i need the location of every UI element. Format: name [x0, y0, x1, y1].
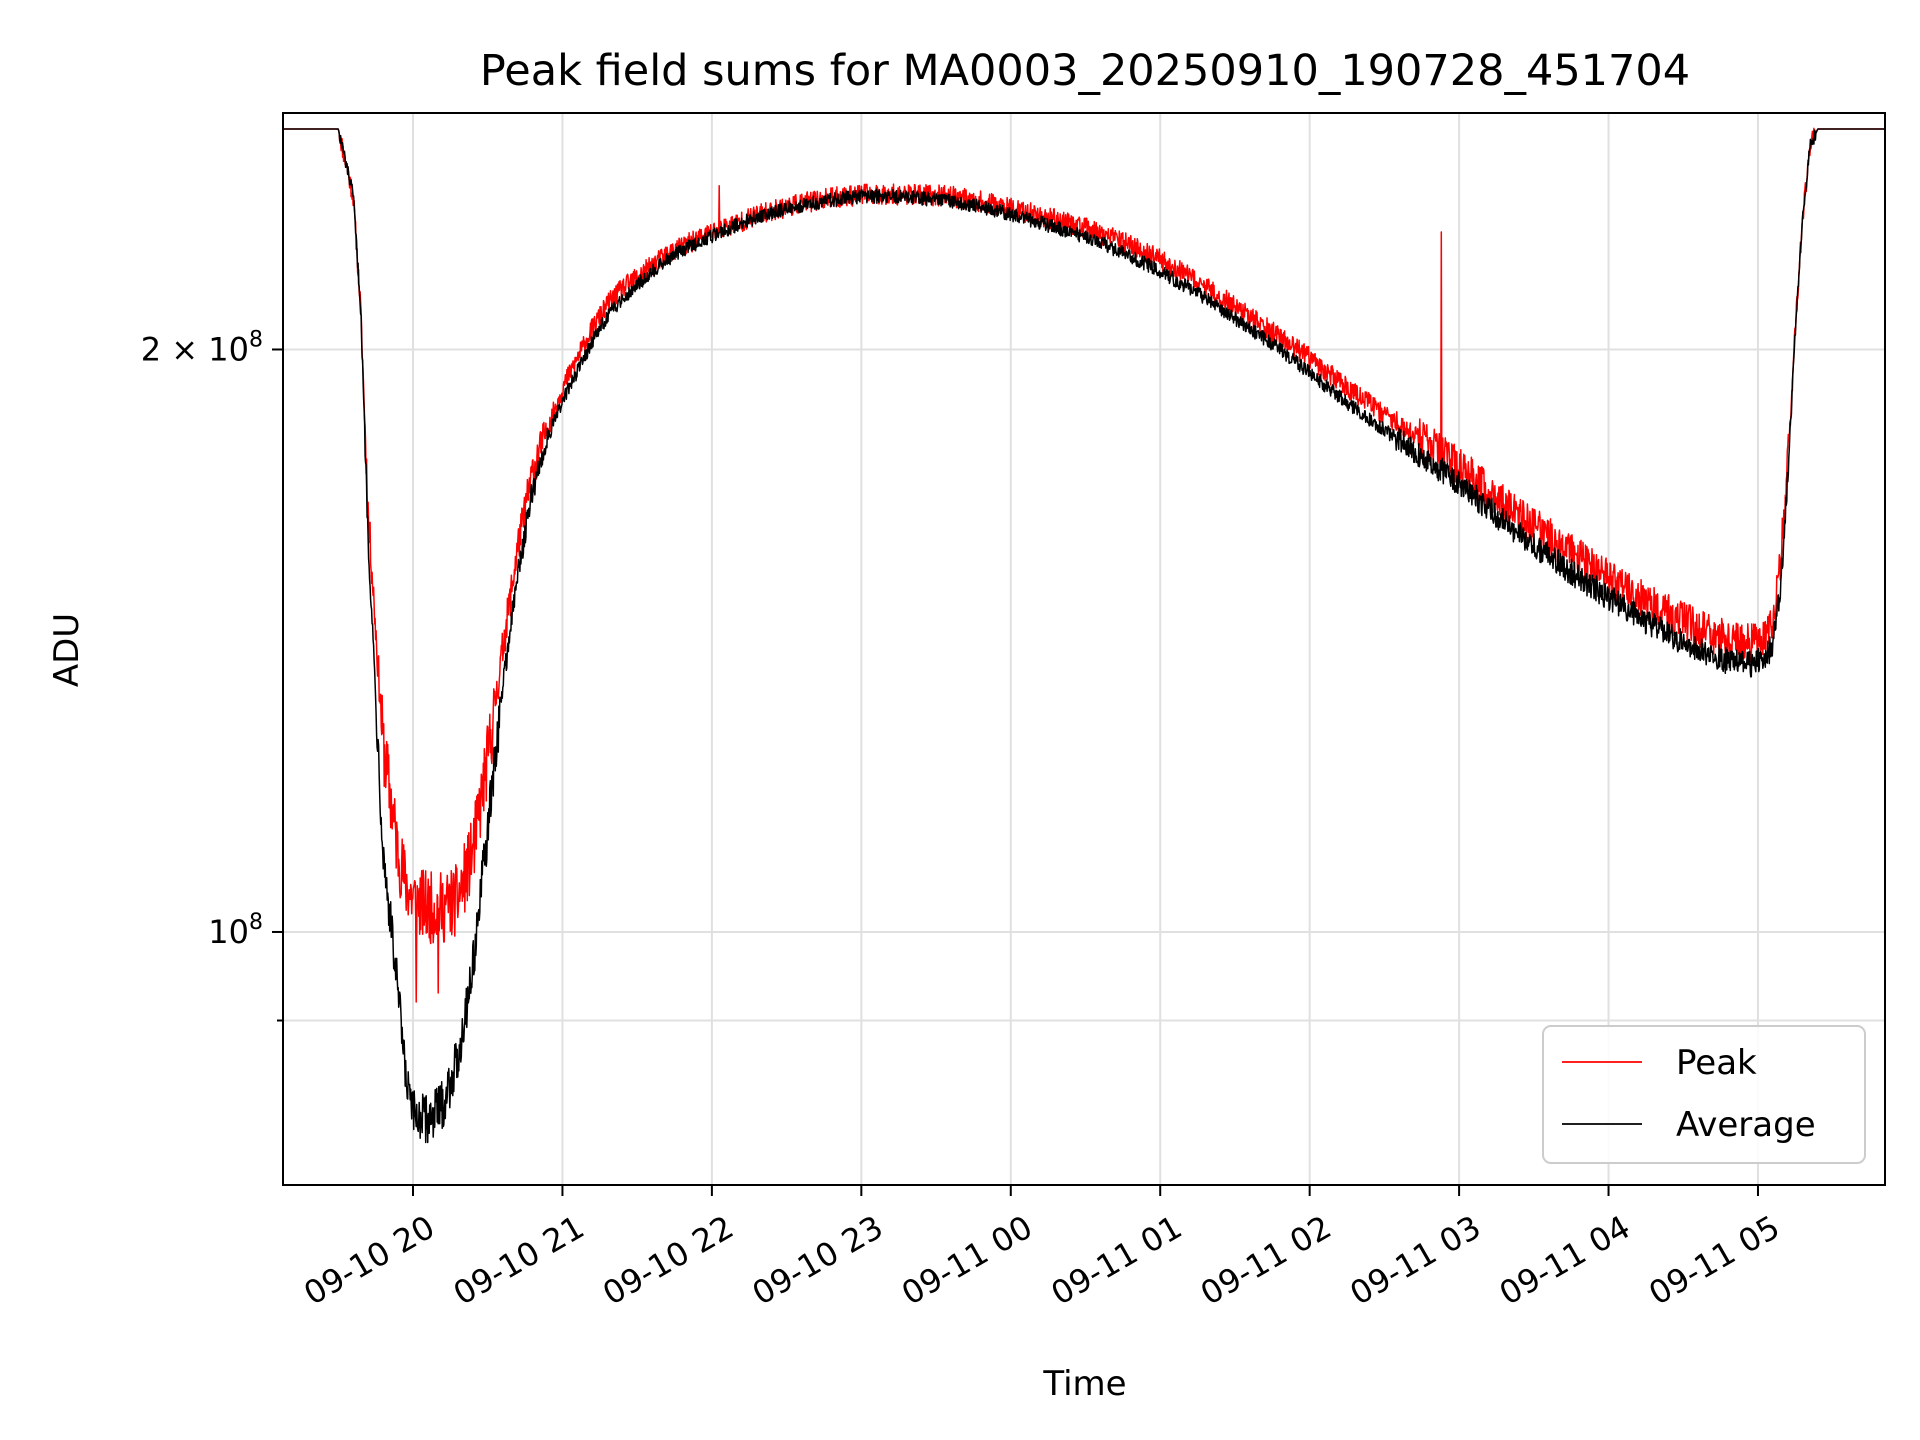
legend-label-peak: Peak [1676, 1043, 1757, 1083]
chart-title: Peak field sums for MA0003_20250910_1907… [480, 46, 1690, 96]
x-axis-label: Time [1042, 1364, 1126, 1404]
y-axis: 108 2 × 108 [141, 327, 283, 1022]
grid [283, 113, 1885, 1185]
plot-frame [282, 112, 1886, 1186]
y-tick-label: 108 [208, 910, 263, 951]
plot-area [283, 127, 1885, 1144]
y-tick-label: 2 × 108 [141, 327, 263, 368]
legend-label-average: Average [1676, 1105, 1816, 1145]
legend-box [1542, 1025, 1866, 1164]
series-line-peak [283, 127, 1885, 1003]
y-axis-label: ADU [47, 613, 87, 687]
series-line-average [283, 128, 1885, 1144]
legend: Peak Average [1542, 1025, 1866, 1164]
